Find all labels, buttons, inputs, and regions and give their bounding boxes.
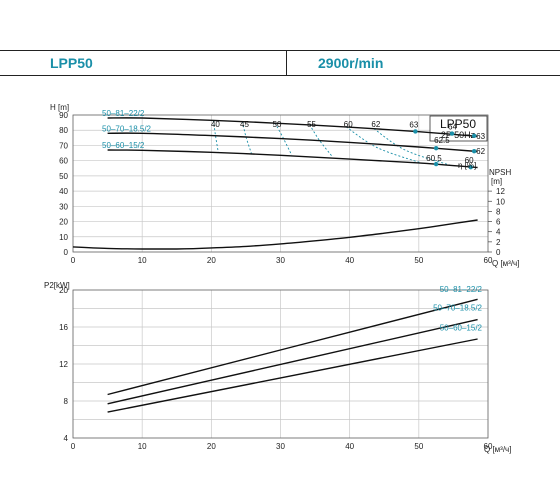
y-tick-label: 20 bbox=[59, 218, 68, 227]
head-curve bbox=[107, 149, 478, 169]
efficiency-contour-label: 50 bbox=[273, 120, 282, 129]
plot-frame bbox=[72, 289, 489, 439]
x-tick-label: 10 bbox=[138, 442, 147, 451]
efficiency-point bbox=[471, 133, 477, 139]
series-label: 50–60–15/2 bbox=[102, 141, 145, 150]
efficiency-contour-label: 40 bbox=[211, 120, 220, 129]
y-tick-label: 20 bbox=[59, 286, 68, 295]
legend-title: LPP50 bbox=[440, 117, 476, 131]
efficiency-contour-label: 60 bbox=[344, 120, 353, 129]
efficiency-contour-label: 45 bbox=[240, 120, 249, 129]
series-label: 50–81–22/2 bbox=[102, 109, 145, 118]
y-tick-label: 70 bbox=[59, 141, 68, 150]
y-tick-label: 40 bbox=[59, 187, 68, 196]
efficiency-point bbox=[471, 149, 477, 154]
efficiency-contour bbox=[242, 121, 252, 154]
x-tick-label: 0 bbox=[71, 256, 76, 265]
efficiency-point bbox=[449, 131, 455, 136]
y-tick-label: 80 bbox=[59, 126, 68, 135]
y-tick-label: 8 bbox=[64, 397, 69, 406]
efficiency-point-label: 63 bbox=[476, 132, 485, 141]
y-tick-label: 4 bbox=[64, 434, 69, 443]
y-tick-label: 30 bbox=[59, 202, 68, 211]
series-label: 50–81–22/2 bbox=[440, 285, 483, 294]
power-curve bbox=[107, 298, 478, 396]
npsh-curve bbox=[72, 219, 478, 250]
model-name: LPP50 bbox=[50, 55, 93, 71]
series-label: 50–70–18.5/2 bbox=[102, 124, 151, 133]
npsh-tick-label: 2 bbox=[496, 238, 501, 247]
series-label: 50–60–15/2 bbox=[440, 324, 483, 333]
efficiency-point bbox=[433, 145, 439, 151]
y-tick-label: 60 bbox=[59, 157, 68, 166]
x-tick-label: 20 bbox=[207, 256, 216, 265]
header-bar: LPP50 2900r/min bbox=[0, 50, 560, 76]
x-tick-label: 20 bbox=[207, 442, 216, 451]
x-axis-label: Q [м³/ч] bbox=[492, 259, 519, 268]
efficiency-point-label: 60 bbox=[465, 156, 474, 165]
y-axis-label: H [m] bbox=[50, 103, 69, 112]
efficiency-axis-label: η [%] bbox=[458, 161, 476, 170]
y-tick-label: 16 bbox=[59, 323, 68, 332]
efficiency-point-label: 62.5 bbox=[434, 136, 450, 145]
efficiency-contour-label: 62 bbox=[371, 120, 380, 129]
power-curve bbox=[107, 318, 478, 405]
efficiency-point-label: 64 bbox=[448, 123, 457, 132]
efficiency-point-label: 60.5 bbox=[426, 154, 442, 163]
npsh-tick-label: 6 bbox=[496, 218, 501, 227]
head-curve bbox=[107, 117, 478, 137]
efficiency-point-label: 62 bbox=[476, 147, 485, 156]
npsh-axis-unit: [m] bbox=[491, 177, 502, 186]
x-tick-label: 30 bbox=[276, 256, 285, 265]
series-label: 50–70–18.5/2 bbox=[433, 303, 482, 312]
efficiency-contour bbox=[212, 120, 219, 153]
efficiency-point-label: 63 bbox=[409, 120, 418, 129]
npsh-axis-label: NPSH bbox=[489, 168, 511, 177]
plot-frame bbox=[72, 114, 489, 253]
x-tick-label: 60 bbox=[484, 442, 493, 451]
x-tick-label: 40 bbox=[345, 442, 354, 451]
power-curve bbox=[107, 338, 478, 413]
speed-label: 2900r/min bbox=[318, 55, 384, 71]
x-tick-label: 50 bbox=[414, 442, 423, 451]
y-tick-label: 50 bbox=[59, 172, 68, 181]
y-tick-label: 0 bbox=[64, 248, 69, 257]
y-tick-label: 90 bbox=[59, 111, 68, 120]
npsh-tick-label: 4 bbox=[496, 228, 501, 237]
npsh-tick-label: 12 bbox=[496, 187, 505, 196]
efficiency-contour bbox=[373, 128, 451, 166]
efficiency-point bbox=[413, 129, 418, 134]
npsh-tick-label: 0 bbox=[496, 248, 501, 257]
head-curve bbox=[107, 132, 478, 153]
header-divider bbox=[286, 51, 287, 75]
efficiency-contour bbox=[345, 126, 423, 164]
npsh-tick-label: 8 bbox=[496, 207, 501, 216]
x-tick-label: 30 bbox=[276, 442, 285, 451]
x-axis-label: Q [м³/ч] bbox=[484, 445, 511, 454]
x-tick-label: 0 bbox=[71, 442, 76, 451]
y-tick-label: 12 bbox=[59, 360, 68, 369]
y-tick-label: 10 bbox=[59, 233, 68, 242]
x-tick-label: 50 bbox=[414, 256, 423, 265]
efficiency-point bbox=[433, 161, 439, 167]
y-axis-label: P2[kW] bbox=[44, 281, 70, 290]
x-tick-label: 40 bbox=[345, 256, 354, 265]
npsh-tick-label: 10 bbox=[496, 197, 505, 206]
efficiency-point bbox=[468, 165, 473, 170]
x-tick-label: 60 bbox=[484, 256, 493, 265]
x-tick-label: 10 bbox=[138, 256, 147, 265]
